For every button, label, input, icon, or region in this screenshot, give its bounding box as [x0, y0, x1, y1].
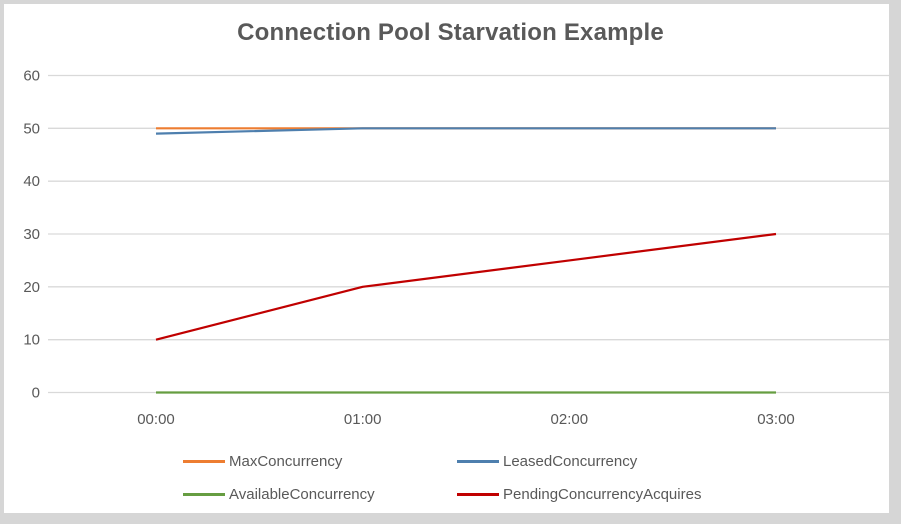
chart-title: Connection Pool Starvation Example	[237, 19, 664, 46]
legend-item-availableconcurrency: AvailableConcurrency	[183, 485, 375, 503]
series-line-leasedconcurrency	[155, 127, 776, 135]
legend-item-maxconcurrency: MaxConcurrency	[183, 452, 343, 470]
legend-label-availableconcurrency: AvailableConcurrency	[229, 485, 375, 503]
legend-label-pendingconcurrencyacquires: PendingConcurrencyAcquires	[503, 485, 702, 503]
y-axis-tick-label: 60	[23, 68, 40, 85]
y-axis-tick-label: 30	[23, 226, 40, 243]
chart-panel	[4, 4, 889, 513]
x-axis-tick-label: 02:00	[551, 411, 589, 428]
y-axis-tick-label: 0	[32, 385, 40, 402]
legend-swatch-availableconcurrency	[183, 492, 225, 496]
x-axis-tick-label: 03:00	[757, 411, 795, 428]
legend-swatch-maxconcurrency	[183, 459, 225, 463]
legend-swatch-leasedconcurrency	[457, 459, 499, 463]
y-axis-tick-label: 40	[23, 173, 40, 190]
x-axis-tick-label: 00:00	[137, 411, 175, 428]
y-axis-tick-label: 10	[23, 332, 40, 349]
x-axis-tick-label: 01:00	[344, 411, 382, 428]
legend-label-leasedconcurrency: LeasedConcurrency	[503, 452, 638, 470]
y-axis-tick-label: 20	[23, 279, 40, 296]
series-line-pendingconcurrencyacquires	[155, 232, 777, 341]
y-axis-tick-label: 50	[23, 120, 40, 137]
legend-label-maxconcurrency: MaxConcurrency	[229, 452, 343, 470]
legend-item-leasedconcurrency: LeasedConcurrency	[457, 452, 638, 470]
legend-item-pendingconcurrencyacquires: PendingConcurrencyAcquires	[457, 485, 702, 503]
legend-swatch-pendingconcurrencyacquires	[457, 492, 499, 496]
